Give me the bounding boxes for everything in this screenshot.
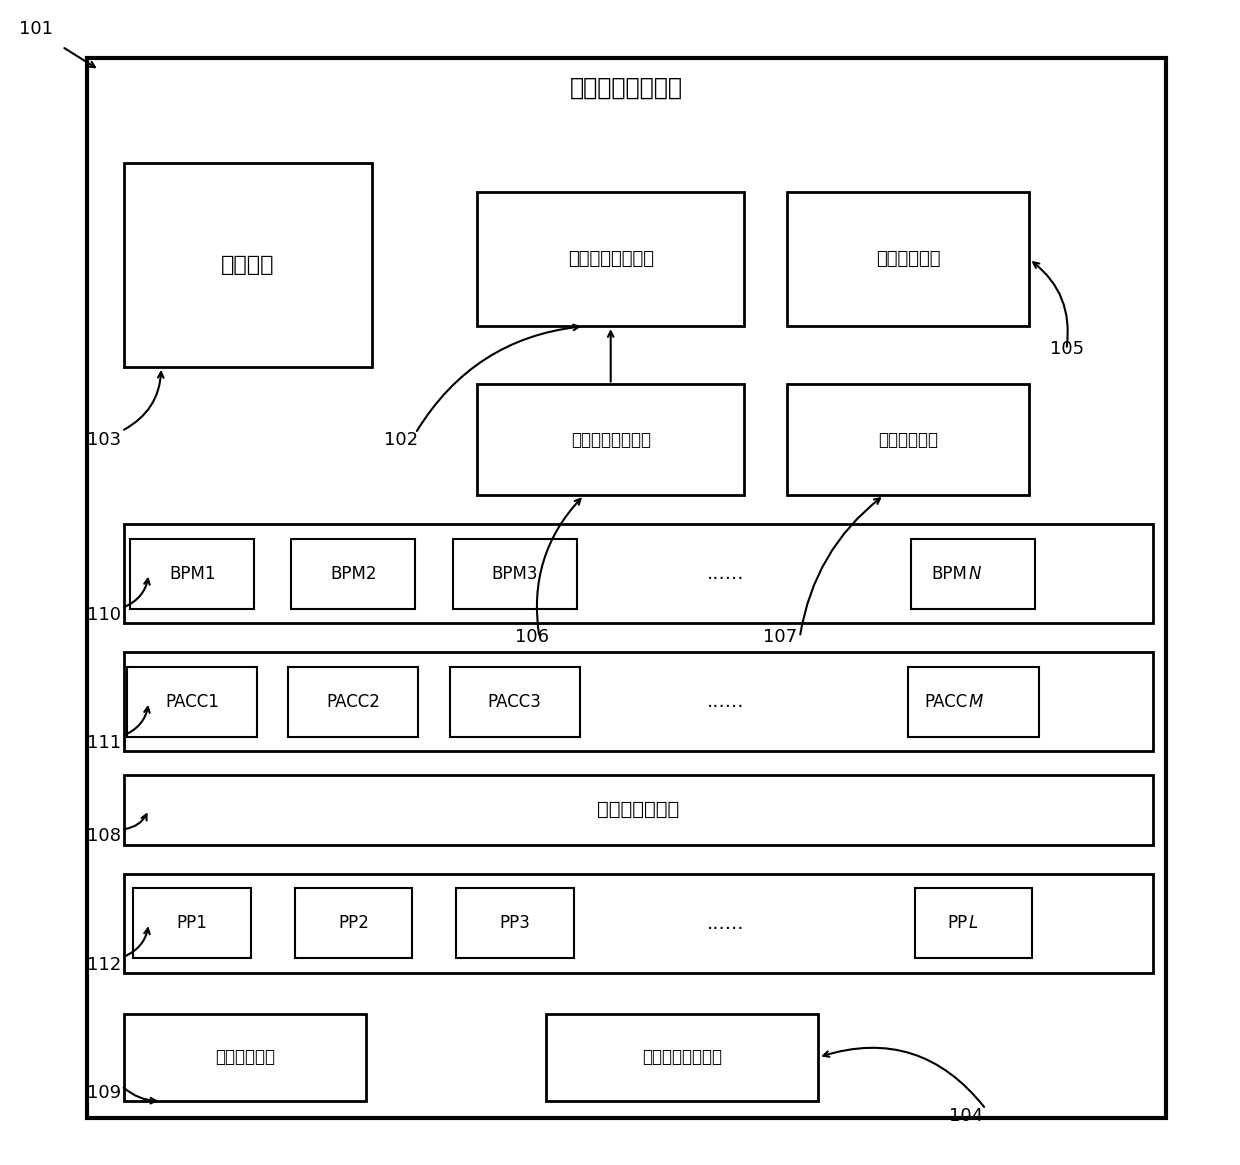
Bar <box>787 384 1029 495</box>
Text: PP3: PP3 <box>500 915 529 932</box>
Text: 104: 104 <box>949 1107 983 1125</box>
Bar <box>291 538 415 608</box>
Text: 110: 110 <box>87 606 120 624</box>
Bar <box>911 538 1035 608</box>
Bar <box>546 1014 818 1101</box>
Text: 106: 106 <box>515 628 548 647</box>
Text: BPM2: BPM2 <box>330 565 377 582</box>
Text: PP2: PP2 <box>339 915 368 932</box>
Bar <box>124 652 1153 751</box>
Bar <box>124 524 1153 623</box>
Text: M: M <box>968 693 983 711</box>
Bar <box>787 192 1029 326</box>
Text: 输入数据缓存单元: 输入数据缓存单元 <box>570 431 651 449</box>
Bar <box>477 384 744 495</box>
Text: ......: ...... <box>707 913 744 933</box>
Text: 111: 111 <box>87 734 122 753</box>
Text: 112: 112 <box>87 955 122 974</box>
Bar <box>915 888 1032 958</box>
Text: 109: 109 <box>87 1083 122 1102</box>
Bar <box>128 668 258 737</box>
Text: PP: PP <box>947 915 967 932</box>
Text: PP1: PP1 <box>177 915 207 932</box>
Text: 输入数据存储单元: 输入数据存储单元 <box>568 250 653 268</box>
Bar <box>87 58 1166 1118</box>
Bar <box>134 888 250 958</box>
Text: 控制单元: 控制单元 <box>221 255 275 275</box>
Text: 107: 107 <box>763 628 797 647</box>
Text: 池化缓存单元: 池化缓存单元 <box>215 1048 275 1066</box>
Text: 103: 103 <box>87 431 122 450</box>
Bar <box>295 888 413 958</box>
Text: BPM: BPM <box>931 565 967 582</box>
Bar <box>124 163 372 367</box>
Text: 权重缓存单元: 权重缓存单元 <box>878 431 939 449</box>
Bar <box>456 888 573 958</box>
Text: 101: 101 <box>19 20 52 38</box>
Bar <box>124 775 1153 845</box>
Text: N: N <box>968 565 981 582</box>
Bar <box>124 874 1153 973</box>
Text: L: L <box>968 915 977 932</box>
Bar <box>908 668 1039 737</box>
Text: 108: 108 <box>87 827 120 846</box>
Bar <box>124 1014 366 1101</box>
Text: PACC2: PACC2 <box>326 693 381 711</box>
Text: 输出数据存储单元: 输出数据存储单元 <box>642 1048 722 1066</box>
Text: PACC1: PACC1 <box>165 693 219 711</box>
Bar <box>453 538 577 608</box>
Text: BPM1: BPM1 <box>169 565 216 582</box>
Bar <box>130 538 254 608</box>
Text: ......: ...... <box>707 692 744 712</box>
Text: 105: 105 <box>1050 340 1085 359</box>
Text: 102: 102 <box>384 431 419 450</box>
Bar <box>449 668 580 737</box>
Text: 神经元缓存单元: 神经元缓存单元 <box>598 800 680 819</box>
Text: PACC3: PACC3 <box>487 693 542 711</box>
Bar <box>288 668 418 737</box>
Text: 神经网络处理系统: 神经网络处理系统 <box>569 76 683 99</box>
Text: PACC: PACC <box>924 693 967 711</box>
Bar <box>477 192 744 326</box>
Text: 权重存储单元: 权重存储单元 <box>875 250 941 268</box>
Text: ......: ...... <box>707 564 744 584</box>
Text: BPM3: BPM3 <box>491 565 538 582</box>
